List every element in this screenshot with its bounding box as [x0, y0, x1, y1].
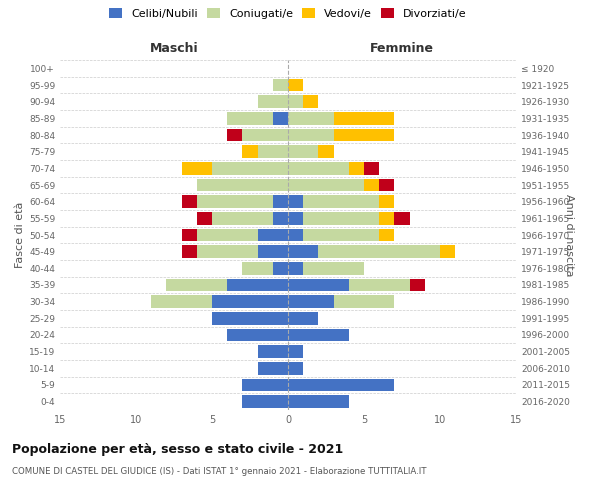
Bar	[242, 129, 288, 141]
Bar	[151, 296, 212, 308]
Bar	[334, 129, 394, 141]
Bar	[379, 196, 394, 208]
Bar	[227, 279, 288, 291]
Bar	[303, 96, 319, 108]
Bar	[257, 346, 288, 358]
Bar	[182, 229, 197, 241]
Bar	[257, 96, 288, 108]
Text: COMUNE DI CASTEL DEL GIUDICE (IS) - Dati ISTAT 1° gennaio 2021 - Elaborazione TU: COMUNE DI CASTEL DEL GIUDICE (IS) - Dati…	[12, 468, 427, 476]
Bar	[273, 212, 288, 224]
Bar	[288, 96, 303, 108]
Bar	[197, 229, 257, 241]
Bar	[182, 246, 197, 258]
Y-axis label: Fasce di età: Fasce di età	[15, 202, 25, 268]
Bar	[379, 229, 394, 241]
Text: Femmine: Femmine	[370, 42, 434, 55]
Bar	[182, 162, 212, 174]
Text: Popolazione per età, sesso e stato civile - 2021: Popolazione per età, sesso e stato civil…	[12, 442, 343, 456]
Bar	[257, 362, 288, 374]
Bar	[319, 246, 440, 258]
Bar	[242, 396, 288, 408]
Bar	[227, 129, 242, 141]
Bar	[288, 229, 303, 241]
Text: Maschi: Maschi	[149, 42, 199, 55]
Bar	[197, 196, 273, 208]
Bar	[227, 112, 273, 124]
Bar	[212, 162, 288, 174]
Bar	[273, 79, 288, 92]
Bar	[197, 212, 212, 224]
Bar	[334, 296, 394, 308]
Bar	[288, 379, 394, 391]
Bar	[349, 279, 410, 291]
Bar	[303, 262, 364, 274]
Bar	[288, 262, 303, 274]
Bar	[334, 112, 394, 124]
Bar	[273, 196, 288, 208]
Bar	[257, 146, 288, 158]
Bar	[227, 329, 288, 341]
Bar	[379, 212, 394, 224]
Bar	[303, 196, 379, 208]
Bar	[349, 162, 364, 174]
Bar	[288, 279, 349, 291]
Bar	[288, 146, 319, 158]
Bar	[288, 179, 364, 192]
Bar	[182, 196, 197, 208]
Bar	[319, 146, 334, 158]
Bar	[288, 246, 319, 258]
Bar	[197, 246, 257, 258]
Bar	[364, 162, 379, 174]
Bar	[410, 279, 425, 291]
Bar	[212, 212, 273, 224]
Bar	[288, 79, 303, 92]
Bar	[242, 146, 257, 158]
Bar	[288, 346, 303, 358]
Bar	[257, 246, 288, 258]
Bar	[288, 396, 349, 408]
Bar	[212, 296, 288, 308]
Bar	[440, 246, 455, 258]
Bar	[303, 212, 379, 224]
Bar	[273, 112, 288, 124]
Bar	[288, 112, 334, 124]
Bar	[288, 296, 334, 308]
Bar	[288, 129, 334, 141]
Bar	[273, 262, 288, 274]
Bar	[197, 179, 288, 192]
Bar	[212, 312, 288, 324]
Bar	[288, 162, 349, 174]
Bar	[166, 279, 227, 291]
Bar	[288, 329, 349, 341]
Bar	[364, 179, 379, 192]
Bar	[242, 379, 288, 391]
Bar	[394, 212, 410, 224]
Bar	[242, 262, 273, 274]
Legend: Celibi/Nubili, Coniugati/e, Vedovi/e, Divorziati/e: Celibi/Nubili, Coniugati/e, Vedovi/e, Di…	[109, 8, 467, 19]
Bar	[303, 229, 379, 241]
Bar	[288, 196, 303, 208]
Bar	[288, 212, 303, 224]
Bar	[288, 362, 303, 374]
Y-axis label: Anni di nascita: Anni di nascita	[564, 194, 574, 276]
Bar	[257, 229, 288, 241]
Bar	[288, 312, 319, 324]
Bar	[379, 179, 394, 192]
